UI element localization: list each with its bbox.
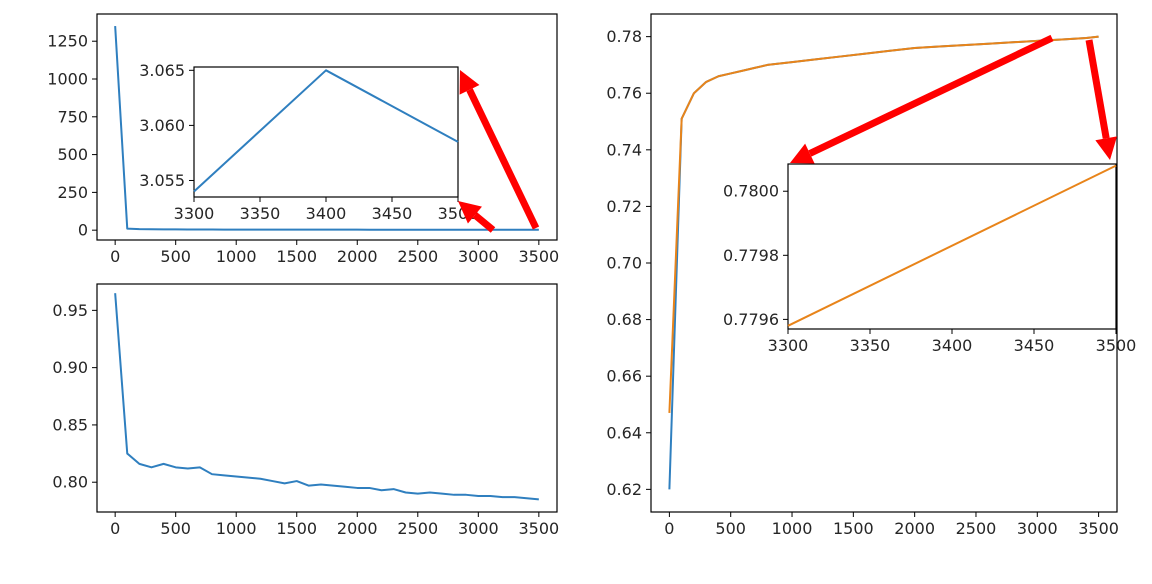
top-left-inset-line: [193, 69, 459, 193]
right-x-tick-label: 1500: [833, 519, 874, 538]
right-inset-x-tick-label: 3350: [850, 336, 891, 355]
bottom-left-x-tick-label: 1500: [276, 519, 317, 538]
right-y-tick-label: 0.70: [606, 254, 642, 273]
right-y-tick-label: 0.68: [606, 310, 642, 329]
zoom-arrow-right-inset-right-shaft: [1085, 39, 1110, 139]
top-left-y-tick-label: 0: [78, 221, 88, 240]
top-left-inset-x-tick-label: 3300: [174, 204, 215, 223]
bottom-left-x-tick-label: 1000: [216, 519, 257, 538]
top-left-x-tick-label: 3500: [518, 247, 559, 266]
bottom-left-axes: 0 500 1000 1500 2000 2500 3000 3500 0.80 0.85 0.90…: [52, 283, 559, 538]
right-inset-x-tick-label: 3500: [1096, 336, 1137, 355]
bottom-left-y-tick-label: 0.85: [52, 415, 88, 434]
right-y-tick-label: 0.72: [606, 197, 642, 216]
top-left-inset-x-tick-label: 3450: [372, 204, 413, 223]
right-inset-axes: 3300 3350 3400 3450 3500 0.7796 0.7798 0.7800: [723, 163, 1137, 355]
top-left-x-tick-label: 2000: [337, 247, 378, 266]
right-x-tick-label: 1000: [772, 519, 813, 538]
right-inset-x-tick-label: 3400: [932, 336, 973, 355]
right-inset-y-tick-label: 0.7796: [723, 310, 779, 329]
bottom-left-frame: [96, 283, 558, 513]
top-left-x-tick-label: 0: [110, 247, 120, 266]
top-left-inset-y-tick-label: 3.055: [139, 171, 185, 190]
right-y-tick-label: 0.64: [606, 423, 642, 442]
right-series-2-line: [668, 35, 1099, 414]
right-inset-y-tick-label: 0.7800: [723, 182, 779, 201]
zoom-arrow-right-inset-left-head: [790, 143, 815, 164]
right-y-tick-label: 0.78: [606, 27, 642, 46]
zoom-arrows: [458, 34, 1118, 233]
zoom-arrow-lower-left-shaft: [472, 212, 496, 233]
top-left-inset-x-tick-label: 3350: [240, 204, 281, 223]
top-left-inset-y-tick-label: 3.060: [139, 116, 185, 135]
top-left-inset-frame: [193, 66, 459, 198]
bottom-left-ratio-line: [114, 293, 539, 501]
top-left-inset-y-tick-label: 3.065: [139, 61, 185, 80]
zoom-arrow-right-inset-left-shaft: [808, 34, 1054, 157]
bottom-left-x-tick-label: 3000: [458, 519, 499, 538]
zoom-arrow-right-inset-right-head: [1095, 136, 1118, 160]
bottom-left-x-tick-label: 3500: [518, 519, 559, 538]
top-left-y-tick-label: 500: [57, 145, 88, 164]
right-x-tick-label: 3000: [1017, 519, 1058, 538]
top-left-y-tick-label: 1250: [47, 32, 88, 51]
right-inset-y-tick-label: 0.7798: [723, 246, 779, 265]
bottom-left-x-tick-label: 0: [110, 519, 120, 538]
top-left-x-tick-label: 3000: [458, 247, 499, 266]
right-x-tick-label: 3500: [1078, 519, 1119, 538]
right-y-tick-label: 0.76: [606, 84, 642, 103]
right-y-tick-label: 0.66: [606, 367, 642, 386]
bottom-left-x-tick-label: 2000: [337, 519, 378, 538]
top-left-x-tick-label: 1000: [216, 247, 257, 266]
top-left-x-tick-label: 500: [160, 247, 191, 266]
top-left-inset-x-tick-label: 3400: [306, 204, 347, 223]
bottom-left-y-tick-label: 0.90: [52, 358, 88, 377]
top-left-x-tick-label: 1500: [276, 247, 317, 266]
right-x-tick-label: 500: [715, 519, 746, 538]
right-y-tick-label: 0.74: [606, 140, 642, 159]
right-x-tick-label: 0: [664, 519, 674, 538]
top-left-loss-line: [114, 26, 539, 231]
top-left-x-tick-label: 2500: [397, 247, 438, 266]
right-inset-x-tick-label: 3450: [1014, 336, 1055, 355]
zoom-arrow-lower-left-head: [458, 201, 482, 224]
right-inset-line: [787, 164, 1117, 327]
right-inset-x-tick-label: 3300: [768, 336, 809, 355]
right-x-tick-label: 2000: [894, 519, 935, 538]
zoom-arrow-upper-left-head: [459, 70, 480, 95]
bottom-left-x-tick-label: 2500: [397, 519, 438, 538]
zoom-arrow-upper-left-shaft: [466, 88, 540, 230]
bottom-left-y-tick-label: 0.80: [52, 473, 88, 492]
bottom-left-y-tick-label: 0.95: [52, 301, 88, 320]
right-x-tick-label: 2500: [956, 519, 997, 538]
top-left-y-tick-label: 750: [57, 107, 88, 126]
top-left-y-tick-label: 250: [57, 183, 88, 202]
bottom-left-x-tick-label: 500: [160, 519, 191, 538]
top-left-y-tick-label: 1000: [47, 70, 88, 89]
right-y-tick-label: 0.62: [606, 480, 642, 499]
